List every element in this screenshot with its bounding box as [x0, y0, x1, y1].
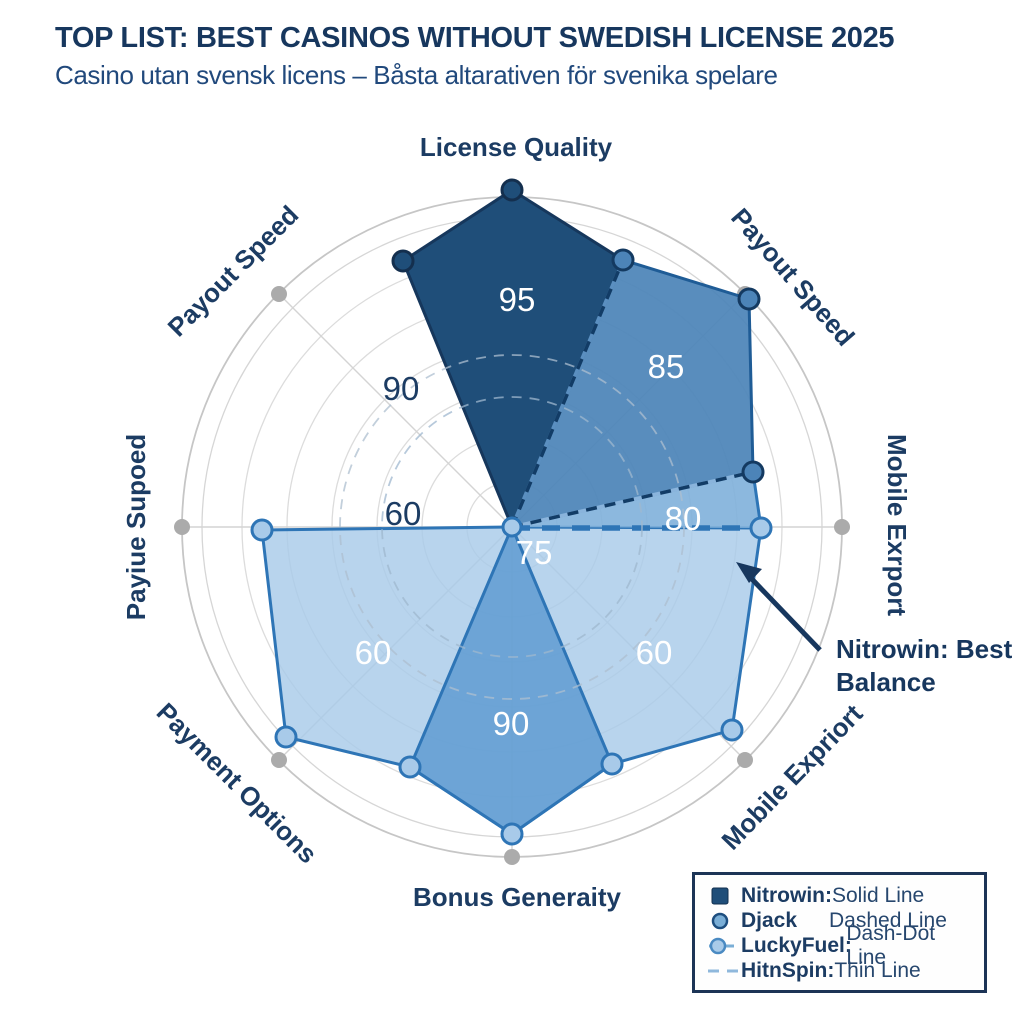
value-license-quality: 95 [499, 281, 536, 318]
value-bottom-left-60: 60 [355, 634, 392, 671]
axis-label-bonus-generaity: Bonus Generaity [413, 882, 622, 912]
circle-marker-icon [707, 911, 741, 931]
legend-series-name: LuckyFuel: [741, 934, 852, 958]
legend-series-style: Thin Line [834, 959, 921, 983]
legend-series-name: Djack [741, 908, 798, 932]
annotation-line1: Nitrowin: Best [836, 634, 1013, 664]
square-marker-icon [707, 886, 741, 906]
axis-label-mobile-export: Mobile Exrport [882, 434, 912, 616]
axis-label-license-quality: License Quality [420, 132, 613, 162]
legend: Nitrowin: Solid Line Djack Dashed Line L… [692, 872, 987, 993]
dashes-marker-icon [707, 961, 741, 981]
annotation-line2: Balance [836, 667, 936, 697]
axis-label-payiue-supoed: Payiue Supoed [121, 434, 151, 620]
axis-label-payout-speed-tl: Payout Speed [162, 200, 305, 343]
legend-series-name: Nitrowin: [741, 883, 832, 907]
value-mobile-export: 80 [665, 500, 702, 537]
ring-tick-60: 60 [385, 495, 422, 532]
ring-tick-90: 90 [383, 370, 420, 407]
legend-item-djack: Djack Dashed Line [707, 908, 974, 933]
legend-series-style: Solid Line [831, 883, 925, 907]
dashed-grid-rings [339, 354, 685, 700]
circle-dash-marker-icon [707, 936, 741, 956]
annotation-arrow [736, 562, 822, 652]
legend-item-nitrowin: Nitrowin: Solid Line [707, 883, 974, 908]
value-payout-speed-tr: 85 [648, 348, 685, 385]
legend-series-style: Dash-Dot Line [846, 922, 936, 970]
value-bottom-right-60: 60 [636, 634, 673, 671]
dashed-boundaries [510, 259, 761, 531]
value-center: 75 [516, 534, 553, 571]
value-bonus-90: 90 [493, 705, 530, 742]
data-point-markers [250, 178, 773, 846]
legend-item-hitnspin: HitnSpin: Thin Line [707, 959, 974, 984]
page-subtitle: Casino utan svensk licens – Båsta altara… [55, 60, 778, 90]
legend-item-luckyfuel: LuckyFuel: Dash-Dot Line [707, 922, 974, 969]
legend-series-style: Dashed Line [829, 908, 947, 932]
page-title: TOP LIST: BEST CASINOS WITHOUT SWEDISH L… [55, 22, 895, 54]
legend-series-name: HitnSpin: [741, 959, 835, 983]
